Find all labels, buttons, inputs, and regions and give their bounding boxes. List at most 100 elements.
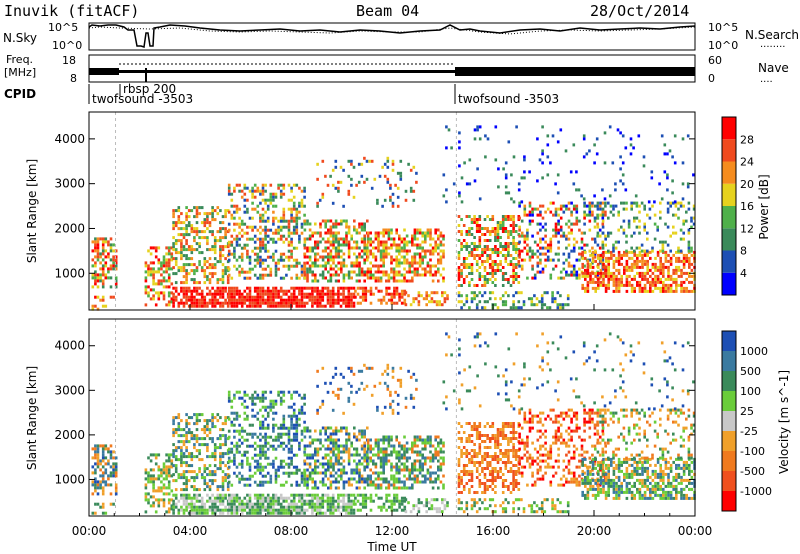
power-cell [499,224,502,227]
power-cell [379,252,383,256]
velocity-cell [340,444,343,448]
power-cell [509,263,513,266]
power-cell [314,243,317,247]
power-cell [347,174,351,178]
power-cell [551,300,554,304]
power-cell [393,292,396,296]
power-cell [669,262,673,266]
power-cell [203,221,207,225]
power-cell [559,294,562,298]
power-cell [685,259,688,263]
power-cell [546,207,550,211]
velocity-cell [350,453,353,457]
power-cell [356,286,360,290]
velocity-cell [292,432,296,436]
velocity-cell [233,456,236,460]
power-cell [646,289,649,293]
power-cell [609,210,613,214]
power-cell [602,277,605,281]
power-cell [523,170,526,174]
velocity-cell [321,502,325,506]
velocity-cell [329,483,333,487]
velocity-cell [193,479,196,483]
power-cell [517,281,521,284]
power-cell [460,300,463,304]
power-cell [363,249,366,253]
power-cell [213,218,217,222]
power-cell [486,257,489,260]
velocity-cell [355,435,359,439]
power-cell [303,255,307,259]
velocity-cell [331,496,335,500]
velocity-cell [177,434,181,438]
power-cell [269,192,273,196]
power-cell [190,209,194,213]
power-cell [101,240,105,244]
power-cell [677,216,680,220]
power-cell [172,257,175,261]
velocity-cell [233,393,236,397]
power-cell [180,245,183,249]
power-cell [491,248,495,251]
velocity-cell [300,408,304,412]
power-cell [535,297,539,301]
velocity-cell [219,434,222,438]
velocity-cell [144,486,148,490]
power-cell [483,239,487,242]
power-cell [612,277,616,281]
velocity-cell [221,482,225,486]
power-cell [206,236,209,240]
power-cell [350,298,353,302]
velocity-cell [253,508,257,512]
power-cell [398,252,401,256]
velocity-cell [266,471,270,475]
power-cell [360,228,364,232]
power-cell [499,242,502,245]
velocity-cell [282,390,286,394]
power-cell [303,213,306,217]
power-cell [462,303,466,307]
power-cell [601,207,605,211]
power-cell [470,248,474,251]
velocity-cell [337,499,340,503]
velocity-cell [316,505,319,509]
power-cell [240,252,244,256]
power-cell [486,254,489,257]
power-cell [342,273,346,277]
power-cell [518,240,521,244]
power-cell [677,246,680,250]
power-cell [416,243,419,247]
velocity-cell [347,450,351,454]
power-cell [353,252,356,256]
power-cell [591,286,595,290]
power-cell [321,273,325,277]
beam-label: Beam 04 [356,2,419,20]
power-cell [491,272,495,275]
velocity-cell [295,468,299,472]
power-cell [514,306,518,310]
power-cell [654,262,657,266]
velocity-cell [344,511,348,515]
velocity-cell [353,471,356,475]
power-cell [101,246,105,250]
power-cell [290,207,293,211]
velocity-cell [219,508,222,512]
velocity-cell [358,438,361,442]
power-cell [287,234,291,238]
power-cell [528,204,532,208]
power-cell [269,273,273,277]
power-cell [391,162,395,166]
velocity-cell [96,492,100,496]
power-cell [581,274,584,278]
velocity-cell [157,498,161,502]
power-cell [599,274,603,278]
power-cell [641,259,644,263]
power-cell [629,137,633,141]
power-cell [439,255,443,259]
power-cell [393,295,396,299]
power-cell [673,161,677,165]
velocity-cell [259,426,262,430]
velocity-cell [282,459,286,463]
power-cell [625,289,629,293]
velocity-cell [219,416,222,420]
